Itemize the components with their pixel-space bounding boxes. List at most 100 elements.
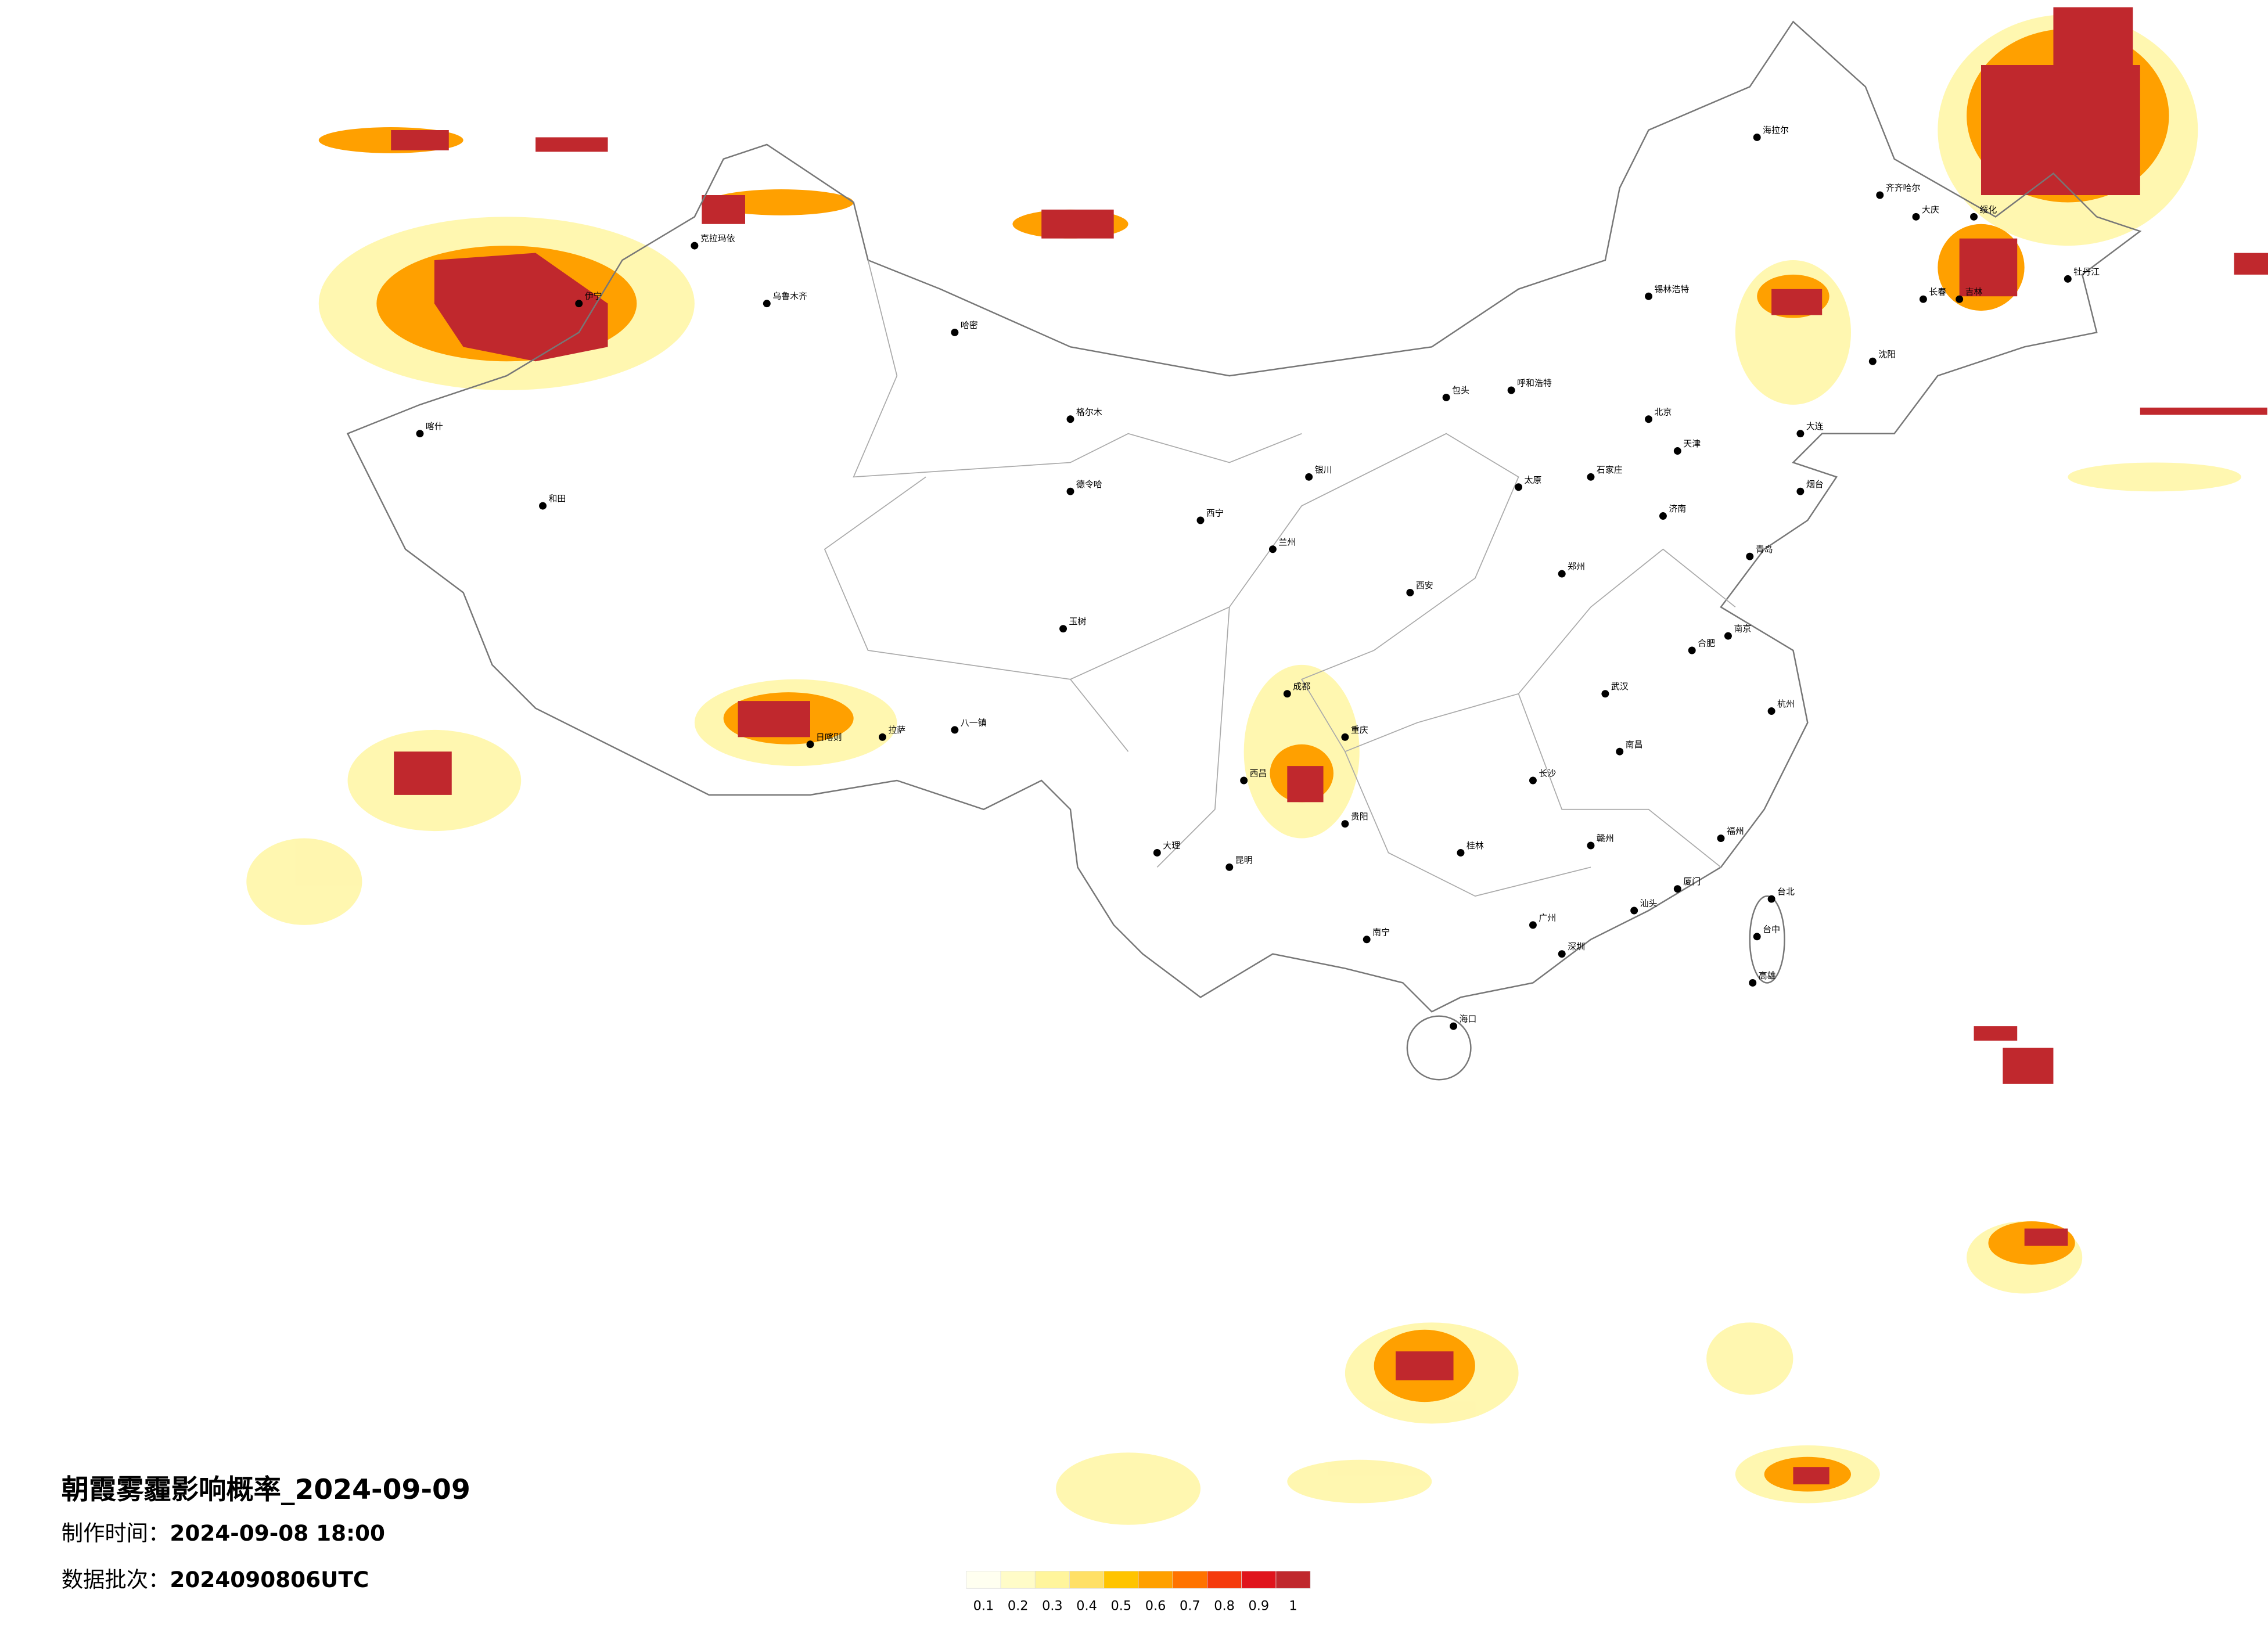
legend-tick-label: 0.1: [973, 1599, 994, 1614]
city-dot: [1406, 588, 1414, 596]
city-label: 烟台: [1806, 479, 1824, 490]
batch-value: 2024090806UTC: [170, 1567, 369, 1592]
made-time-label: 制作时间：: [62, 1520, 170, 1546]
city-label: 广州: [1539, 912, 1556, 923]
legend-tick-label: 0.7: [1180, 1599, 1201, 1614]
legend-tick-label: 0.8: [1214, 1599, 1235, 1614]
legend: 0.1 0.2 0.3 0.4 0.5 0.6 0.7 0.8 0.9 1: [966, 1571, 1311, 1614]
city-label: 桂林: [1467, 840, 1484, 851]
city-label: 厦门: [1683, 876, 1701, 887]
made-time: 制作时间：2024-09-08 18:00: [62, 1520, 385, 1546]
city-dot: [1767, 707, 1775, 715]
city-dot: [1767, 895, 1775, 903]
city-label: 锡林浩特: [1655, 284, 1690, 294]
city-dot: [1956, 295, 1964, 303]
city-dot: [1341, 820, 1349, 828]
city-dot: [1616, 747, 1624, 756]
city-dot: [1305, 473, 1313, 481]
city-dot: [1796, 430, 1805, 438]
city-dot: [1645, 292, 1653, 300]
city-label: 北京: [1655, 406, 1672, 417]
city-label: 拉萨: [888, 725, 905, 735]
city-dot: [1225, 863, 1234, 871]
city-dot: [1688, 646, 1696, 654]
city-label: 德令哈: [1076, 479, 1102, 490]
made-time-value: 2024-09-08 18:00: [170, 1520, 385, 1546]
city-label: 克拉玛依: [700, 233, 735, 244]
city-dot: [1746, 552, 1754, 560]
legend-tick-label: 0.3: [1042, 1599, 1063, 1614]
city-label: 天津: [1683, 438, 1701, 449]
city-dot: [1587, 841, 1595, 850]
city-dot: [1196, 516, 1205, 524]
city-dot: [806, 740, 814, 749]
city-label: 青岛: [1756, 544, 1773, 555]
city-label: 八一镇: [961, 717, 987, 728]
city-label: 乌鲁木齐: [772, 291, 807, 301]
city-dot: [951, 328, 959, 336]
city-label: 大连: [1806, 421, 1824, 431]
city-dot: [1066, 415, 1074, 423]
city-label: 喀什: [426, 421, 443, 431]
legend-swatch: [1138, 1571, 1173, 1589]
city-label: 绥化: [1980, 204, 1997, 215]
city-label: 台中: [1763, 924, 1780, 934]
city-dot: [1876, 191, 1884, 199]
city-label: 大理: [1163, 840, 1180, 851]
city-dot: [1673, 447, 1681, 455]
legend-tick-label: 0.2: [1008, 1599, 1029, 1614]
city-label: 太原: [1525, 474, 1542, 485]
city-label: 汕头: [1640, 898, 1658, 909]
city-label: 伊宁: [585, 291, 602, 301]
legend-swatch: [1207, 1571, 1242, 1589]
city-label: 包头: [1452, 385, 1469, 395]
city-dot: [878, 733, 886, 741]
city-dot: [1442, 393, 1450, 401]
city-label: 成都: [1293, 681, 1310, 692]
city-dot: [2064, 275, 2072, 283]
city-label: 兰州: [1278, 537, 1296, 547]
city-label: 大庆: [1922, 204, 1939, 215]
city-dot: [1066, 487, 1074, 495]
city-label: 西宁: [1206, 508, 1224, 519]
legend-swatch: [1241, 1571, 1277, 1589]
city-dot: [1529, 921, 1537, 929]
city-dot: [1630, 906, 1638, 915]
batch-label: 数据批次：: [62, 1567, 170, 1592]
city-label: 郑州: [1568, 562, 1585, 572]
city-dot: [1912, 213, 1920, 221]
city-dot: [1268, 545, 1277, 553]
china-outline: [346, 20, 2142, 1081]
city-label: 吉林: [1965, 287, 1983, 297]
city-label: 高雄: [1759, 970, 1776, 981]
city-label: 重庆: [1351, 725, 1368, 735]
city-label: 和田: [549, 494, 566, 504]
city-dot: [1363, 936, 1371, 944]
legend-swatch: [1104, 1571, 1139, 1589]
city-dot: [1724, 632, 1732, 640]
city-label: 长沙: [1539, 768, 1556, 779]
city-dot: [1645, 415, 1653, 423]
city-label: 玉树: [1069, 616, 1087, 627]
city-label: 贵阳: [1351, 811, 1368, 822]
city-dot: [1659, 512, 1667, 520]
city-dot: [1283, 690, 1291, 698]
city-label: 西昌: [1250, 768, 1267, 779]
city-label: 杭州: [1777, 699, 1795, 709]
city-dot: [1717, 834, 1725, 843]
city-dot: [1673, 885, 1681, 893]
legend-swatch: [1172, 1571, 1207, 1589]
city-label: 海口: [1460, 1014, 1477, 1024]
city-dot: [1153, 848, 1161, 857]
title: 朝霞雾霾影响概率_2024-09-09: [62, 1474, 470, 1506]
city-dot: [1970, 213, 1978, 221]
legend-tick-label: 0.4: [1076, 1599, 1097, 1614]
city-label: 哈密: [961, 320, 978, 330]
city-dot: [951, 726, 959, 734]
city-dot: [691, 242, 699, 250]
city-dot: [416, 430, 424, 438]
city-label: 济南: [1669, 503, 1686, 514]
city-dot: [1558, 570, 1566, 578]
